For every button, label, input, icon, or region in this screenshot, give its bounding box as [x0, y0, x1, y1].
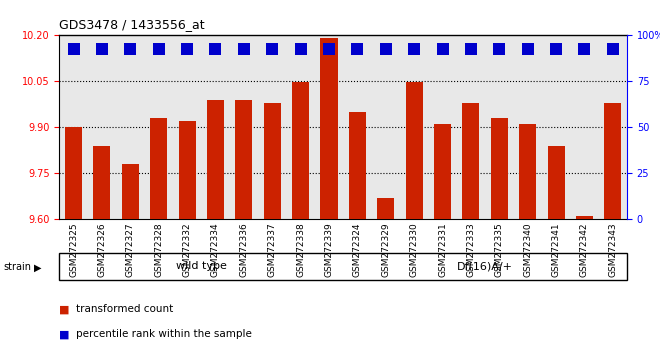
Text: GDS3478 / 1433556_at: GDS3478 / 1433556_at	[59, 18, 205, 31]
Bar	[349, 112, 366, 354]
Bar	[207, 100, 224, 354]
Bar	[122, 164, 139, 354]
Bar	[236, 100, 252, 354]
Text: percentile rank within the sample: percentile rank within the sample	[76, 329, 251, 339]
Bar	[463, 103, 479, 354]
Bar	[434, 124, 451, 354]
Text: ▶: ▶	[34, 262, 42, 272]
Bar	[321, 39, 337, 354]
Bar	[378, 198, 394, 354]
Bar	[150, 118, 167, 354]
Bar	[179, 121, 195, 354]
Text: strain: strain	[3, 262, 31, 272]
Bar	[548, 146, 564, 354]
Bar	[65, 127, 82, 354]
Bar	[519, 124, 536, 354]
Bar	[264, 103, 280, 354]
Bar	[605, 103, 621, 354]
Text: ■: ■	[59, 329, 70, 339]
Bar	[576, 216, 593, 354]
Bar	[491, 118, 508, 354]
Bar	[94, 146, 110, 354]
Text: Df(16)A/+: Df(16)A/+	[457, 261, 513, 272]
Text: wild type: wild type	[176, 261, 227, 272]
Bar	[292, 82, 309, 354]
Text: ■: ■	[59, 304, 70, 314]
Bar	[406, 82, 422, 354]
Text: transformed count: transformed count	[76, 304, 173, 314]
